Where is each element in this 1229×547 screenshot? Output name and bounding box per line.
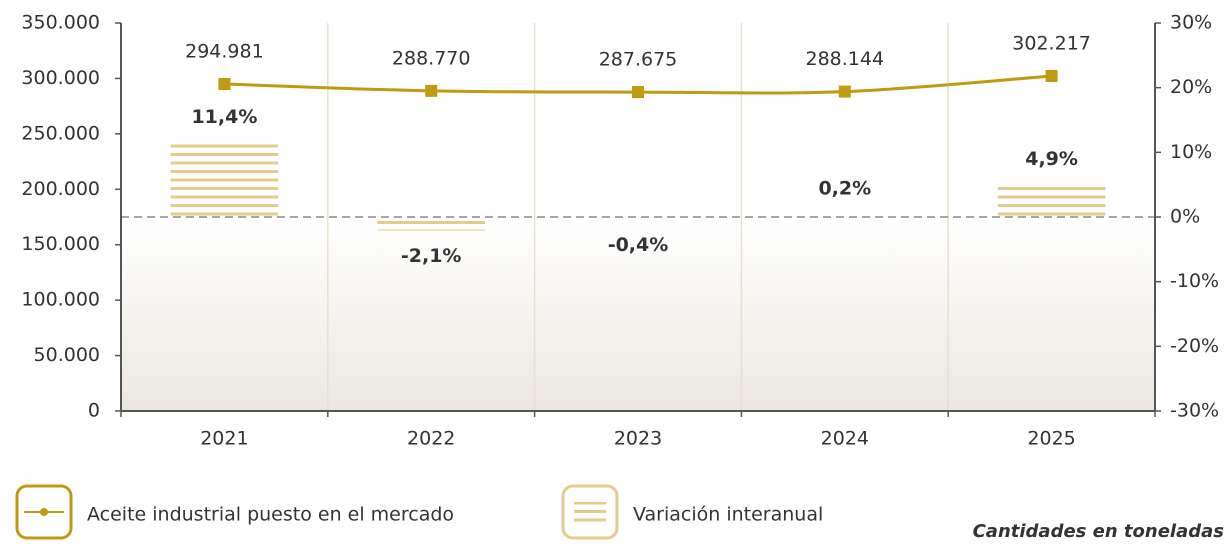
y-tick-label: 350.000 <box>21 12 100 34</box>
legend-label: Variación interanual <box>633 504 823 526</box>
bar <box>170 143 279 217</box>
legend-bar-icon <box>561 484 619 540</box>
x-tick-label: 2024 <box>821 428 869 450</box>
line-value-label: 288.144 <box>806 48 885 70</box>
y2-tick-label: -20% <box>1170 335 1219 357</box>
x-tick-label: 2021 <box>200 428 248 450</box>
annotation: Cantidades en toneladas <box>973 521 1225 542</box>
x-tick-label: 2025 <box>1027 428 1075 450</box>
line-marker <box>632 86 644 99</box>
line-marker <box>218 77 231 90</box>
legend-line-icon <box>15 484 73 540</box>
bar-value-label: -2,1% <box>401 245 462 267</box>
y-tick-label: 300.000 <box>21 67 100 89</box>
bar <box>377 217 485 231</box>
y-tick-label: 200.000 <box>21 178 100 200</box>
bar-value-label: -0,4% <box>608 234 669 256</box>
line-marker <box>838 85 851 98</box>
y-tick-label: 250.000 <box>21 122 100 144</box>
y2-tick-label: 10% <box>1170 141 1212 163</box>
y-tick-label: 100.000 <box>21 289 100 311</box>
y2-tick-label: -10% <box>1170 270 1219 292</box>
x-tick-label: 2022 <box>407 428 455 450</box>
legend-label: Aceite industrial puesto en el mercado <box>87 504 454 526</box>
bar <box>584 217 692 220</box>
line-value-label: 294.981 <box>185 40 264 62</box>
y2-tick-label: 30% <box>1170 12 1212 34</box>
bar <box>791 215 899 218</box>
y-tick-label: 0 <box>88 400 100 422</box>
line-marker <box>425 84 438 97</box>
y-tick-label: 150.000 <box>21 233 100 255</box>
y2-tick-label: -30% <box>1170 400 1219 422</box>
line-value-label: 302.217 <box>1012 32 1091 54</box>
line-marker <box>1045 69 1058 82</box>
legend: Aceite industrial puesto en el mercado V… <box>15 484 823 540</box>
bar <box>997 185 1106 217</box>
y2-tick-label: 20% <box>1170 76 1212 98</box>
bar-value-label: 0,2% <box>818 178 871 200</box>
legend-line-marker <box>40 508 48 516</box>
line-value-label: 287.675 <box>599 49 678 71</box>
legend-bar-swatch <box>574 502 606 524</box>
bar-value-label: 4,9% <box>1025 148 1078 170</box>
y2-tick-label: 0% <box>1170 206 1200 228</box>
x-tick-label: 2023 <box>614 428 662 450</box>
bar-value-label: 11,4% <box>191 106 257 128</box>
plot-background <box>121 217 1155 411</box>
line-value-label: 288.770 <box>392 47 471 69</box>
y-tick-label: 50.000 <box>34 344 100 366</box>
